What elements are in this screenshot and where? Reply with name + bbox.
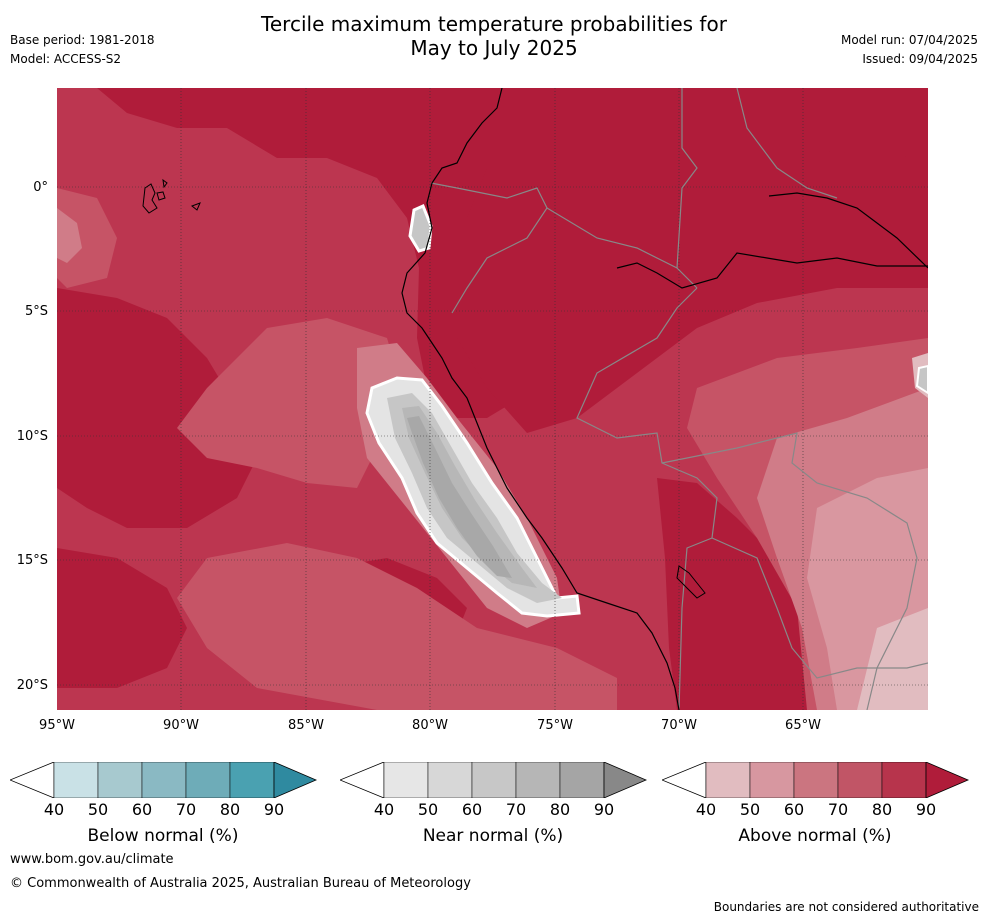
region-above-90-andes [657, 478, 807, 710]
cb-near-extend-high [603, 762, 648, 798]
cb-above-bin-4 [837, 762, 883, 798]
lat-label-10s: 10°S [16, 429, 48, 444]
cb-near-bin-2 [427, 762, 473, 798]
cb-above-bin-2 [749, 762, 795, 798]
lon-label-65w: 65°W [785, 718, 821, 733]
region-above-70-south-ocean [177, 543, 617, 710]
colorbar-near-normal [340, 762, 648, 798]
cb-below-bin-4 [185, 762, 231, 798]
cb-near-bin-5 [559, 762, 605, 798]
graticule [57, 88, 928, 710]
issued-text: Issued: 09/04/2025 [862, 52, 978, 66]
cb-near-tick-80: 80 [549, 800, 571, 819]
cb-below-bin-5 [229, 762, 275, 798]
cb-near-tick-70: 70 [505, 800, 527, 819]
cb-below-tick-50: 50 [87, 800, 109, 819]
cb-below-bin-3 [141, 762, 187, 798]
coastline [401, 88, 928, 710]
cb-near-bin-1 [383, 762, 429, 798]
model-text: Model: ACCESS-S2 [10, 52, 122, 66]
region-above-90-west [57, 288, 257, 528]
cb-below-title: Below normal (%) [87, 826, 239, 846]
cb-above-tick-50: 50 [739, 800, 761, 819]
region-above-70-galapagos [57, 188, 117, 288]
lat-label-15s: 15°S [16, 553, 48, 568]
lat-label-20s: 20°S [16, 678, 48, 693]
cb-near-tick-40: 40 [373, 800, 395, 819]
lon-label-85w: 85°W [288, 718, 324, 733]
cb-above-extend-high [925, 762, 970, 798]
cb-below-tick-60: 60 [131, 800, 153, 819]
cb-near-tick-90: 90 [593, 800, 615, 819]
lat-label-5s: 5°S [24, 304, 48, 319]
cb-below-bin-2 [97, 762, 143, 798]
region-above-90-amazon [452, 148, 928, 433]
cb-below-tick-90: 90 [263, 800, 285, 819]
cb-above-tick-60: 60 [783, 800, 805, 819]
title-line-2: May to July 2025 [410, 36, 578, 60]
cb-below-extend-low [10, 762, 55, 798]
cb-below-bin-1 [53, 762, 99, 798]
lon-label-75w: 75°W [537, 718, 573, 733]
cb-below-extend-high [273, 762, 318, 798]
disclaimer-text: Boundaries are not considered authoritat… [713, 900, 979, 914]
colorbar-below-normal [10, 762, 318, 798]
cb-near-extend-low [340, 762, 385, 798]
cb-above-title: Above normal (%) [738, 826, 892, 846]
region-above-40-southeast [857, 608, 928, 710]
base-period-text: Base period: 1981-2018 [10, 33, 155, 47]
cb-above-tick-90: 90 [915, 800, 937, 819]
cb-above-bin-3 [793, 762, 839, 798]
cb-above-bin-5 [881, 762, 927, 798]
lat-label-0: 0° [33, 180, 48, 195]
cb-above-tick-40: 40 [695, 800, 717, 819]
website-link[interactable]: www.bom.gov.au/climate [10, 852, 174, 867]
lon-label-90w: 90°W [163, 718, 199, 733]
lon-label-80w: 80°W [412, 718, 448, 733]
cb-near-tick-50: 50 [417, 800, 439, 819]
cb-near-bin-3 [471, 762, 517, 798]
region-above-90-southwest [57, 548, 187, 688]
country-borders [430, 88, 928, 710]
colorbar-above-normal [662, 762, 970, 798]
probability-map[interactable] [57, 88, 928, 710]
cb-below-tick-80: 80 [219, 800, 241, 819]
cb-above-extend-low [662, 762, 707, 798]
cb-below-tick-40: 40 [43, 800, 65, 819]
cb-above-bin-1 [705, 762, 751, 798]
galapagos-islands [142, 178, 201, 214]
region-near-normal-90 [407, 416, 512, 578]
cb-above-tick-80: 80 [871, 800, 893, 819]
region-above-60-galapagos-west [57, 208, 82, 263]
cb-above-tick-70: 70 [827, 800, 849, 819]
model-run-text: Model run: 07/04/2025 [840, 33, 978, 47]
lon-label-70w: 70°W [661, 718, 697, 733]
copyright-text: © Commonwealth of Australia 2025, Austra… [10, 876, 471, 891]
region-above-70-coastal-ocean [177, 318, 402, 488]
region-near-normal-ecuador [408, 203, 433, 253]
region-near-normal-east [915, 364, 928, 395]
lake-titicaca [676, 565, 706, 599]
cb-near-bin-4 [515, 762, 561, 798]
cb-near-tick-60: 60 [461, 800, 483, 819]
cb-below-tick-70: 70 [175, 800, 197, 819]
title-line-1: Tercile maximum temperature probabilitie… [261, 12, 727, 36]
cb-near-title: Near normal (%) [422, 826, 564, 846]
lon-label-95w: 95°W [39, 718, 75, 733]
map-title: Tercile maximum temperature probabilitie… [0, 12, 988, 60]
